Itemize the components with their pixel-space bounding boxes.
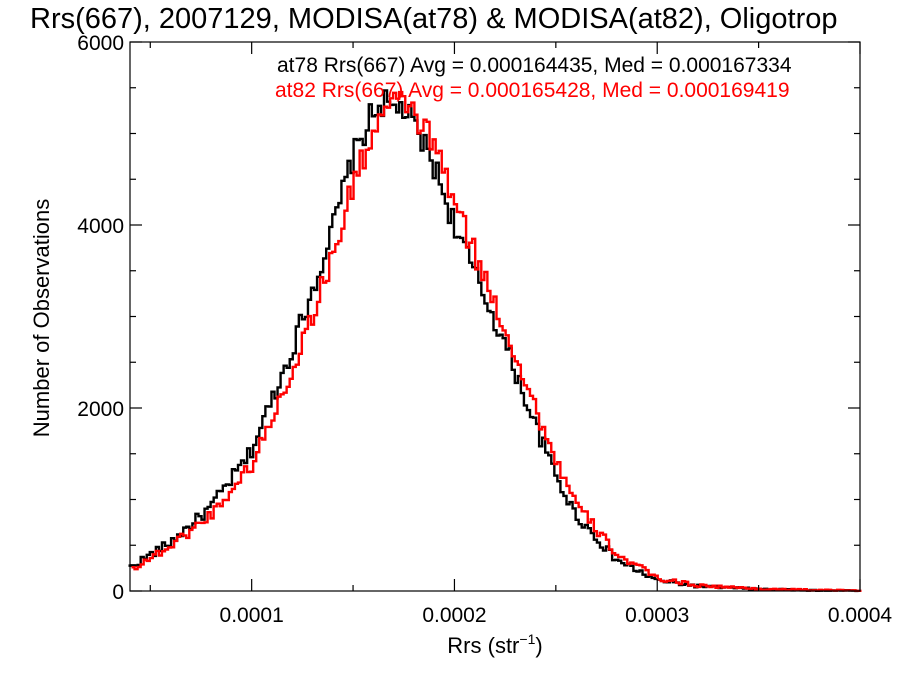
y-tick-label: 6000 <box>77 32 124 55</box>
x-axis-label-main: Rrs (str <box>447 633 519 658</box>
legend-entry-at78: at78 Rrs(667) Avg = 0.000164435, Med = 0… <box>277 54 792 77</box>
y-tick-label: 4000 <box>77 215 124 238</box>
x-tick-label: 0.0002 <box>422 604 486 627</box>
x-axis: 0.0001 0.0002 0.0003 0.0004 <box>149 42 893 627</box>
x-tick-label: 0.0003 <box>625 604 689 627</box>
x-axis-label: Rrs (str−1) <box>447 631 542 658</box>
series-line-at82 <box>131 90 862 593</box>
x-tick-label: 0.0004 <box>828 604 893 627</box>
y-axis-label: Number of Observations <box>29 199 54 437</box>
x-tick-label: 0.0001 <box>220 604 284 627</box>
y-tick-label: 2000 <box>77 398 124 421</box>
chart-title: Rrs(667), 2007129, MODISA(at78) & MODISA… <box>30 3 837 35</box>
series-layer <box>128 89 862 593</box>
legend-entry-at82: at82 Rrs(667) Avg = 0.000165428, Med = 0… <box>275 79 790 102</box>
y-tick-label: 0 <box>112 581 124 604</box>
y-axis: 0 2000 4000 6000 <box>77 32 860 604</box>
x-axis-label-superscript: −1 <box>519 631 535 647</box>
x-axis-label-tail: ) <box>535 633 542 658</box>
